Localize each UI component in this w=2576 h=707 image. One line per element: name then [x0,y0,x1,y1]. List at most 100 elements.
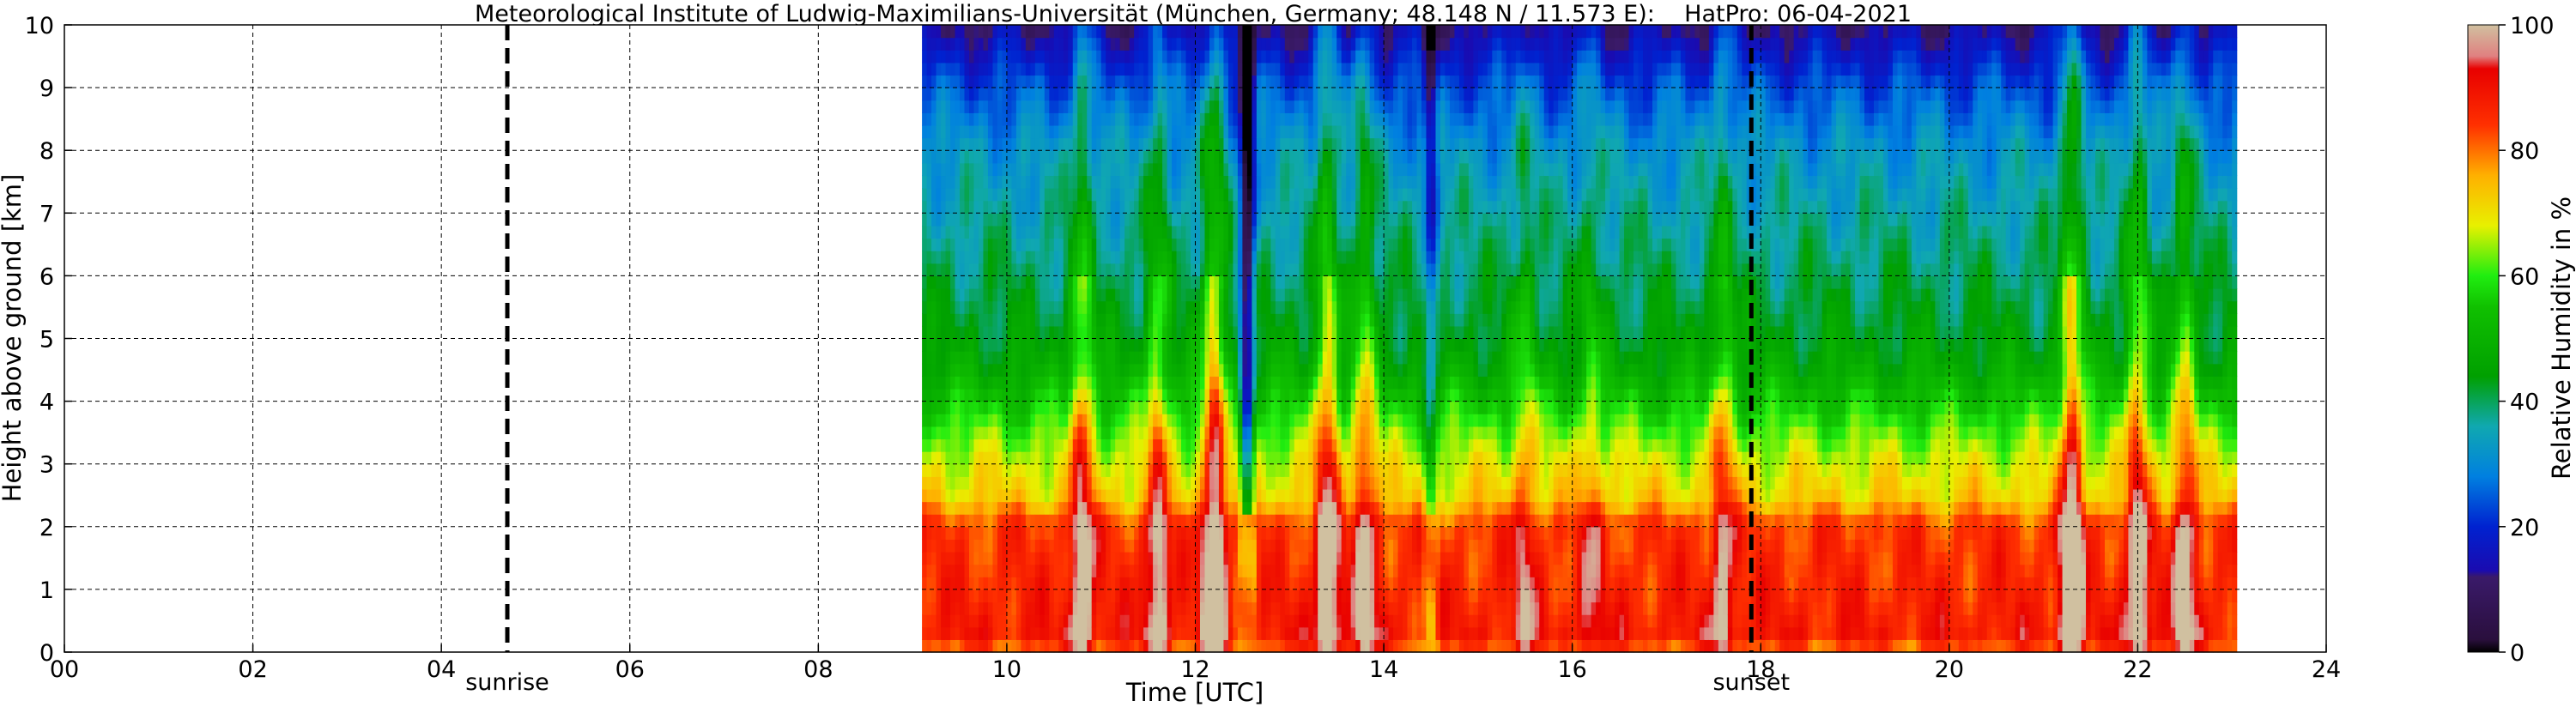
heatmap-cell [945,137,951,151]
heatmap-cell [964,188,970,202]
heatmap-cell [1242,62,1248,76]
heatmap-cell [1191,476,1197,490]
heatmap-cell [1011,451,1017,465]
heatmap-cell [983,614,989,628]
heatmap-cell [960,288,966,302]
heatmap-cell [1256,88,1262,101]
heatmap-cell [1223,614,1229,628]
heatmap-cell [1148,225,1154,239]
heatmap-cell [1119,401,1125,414]
heatmap-cell [1365,376,1371,390]
heatmap-cell [1077,188,1083,202]
heatmap-cell [926,275,932,289]
heatmap-cell [936,124,942,139]
heatmap-cell [1030,338,1036,352]
heatmap-cell [1049,37,1055,51]
heatmap-cell [1157,514,1163,528]
heatmap-cell [1294,325,1300,340]
heatmap-cell [1021,225,1027,239]
heatmap-cell [1388,426,1394,440]
heatmap-cell [1044,238,1050,251]
heatmap-cell [1379,552,1385,565]
heatmap-cell [1096,263,1102,276]
heatmap-cell [964,325,970,340]
heatmap-cell [1312,88,1318,101]
heatmap-cell [1162,626,1168,640]
heatmap-cell [1176,213,1182,227]
heatmap-cell [1360,426,1366,440]
heatmap-cell [1077,577,1083,590]
heatmap-cell [973,401,979,414]
heatmap-cell [1087,325,1093,340]
heatmap-cell [1110,564,1116,577]
heatmap-cell [926,162,932,177]
heatmap-cell [1265,601,1271,615]
heatmap-cell [1134,225,1140,239]
heatmap-cell [1134,50,1140,63]
heatmap-cell [1209,238,1215,251]
heatmap-cell [1172,351,1178,365]
heatmap-cell [987,263,994,276]
heatmap-cell [1246,589,1252,603]
heatmap-cell [1191,514,1197,528]
heatmap-cell [1223,577,1229,590]
heatmap-cell [1167,200,1173,214]
heatmap-cell [1256,137,1262,151]
heatmap-cell [1053,414,1059,427]
heatmap-cell [1294,539,1300,553]
heatmap-cell [1360,463,1366,477]
heatmap-cell [1237,463,1243,477]
heatmap-cell [1034,626,1040,640]
heatmap-cell [987,388,994,402]
heatmap-cell [1015,401,1021,414]
heatmap-cell [1115,124,1121,139]
heatmap-cell [1308,564,1314,577]
heatmap-cell [1015,426,1021,440]
heatmap-cell [1172,200,1178,214]
heatmap-cell [1265,564,1271,577]
heatmap-cell [1157,614,1163,628]
heatmap-cell [1167,414,1173,427]
heatmap-cell [1331,251,1337,264]
heatmap-cell [1134,313,1140,327]
heatmap-cell [1167,325,1173,340]
heatmap-cell [1044,175,1050,189]
heatmap-cell [987,300,994,314]
heatmap-cell [1191,552,1197,565]
heatmap-cell [1223,438,1229,452]
heatmap-cell [1204,325,1210,340]
heatmap-cell [1176,62,1182,76]
heatmap-cell [955,451,961,465]
heatmap-cell [1167,626,1173,640]
heatmap-cell [1015,137,1021,151]
heatmap-cell [1374,488,1380,503]
heatmap-cell [969,426,975,440]
heatmap-cell [960,438,966,452]
heatmap-cell [1204,351,1210,365]
heatmap-cell [1167,338,1173,352]
heatmap-cell [1233,88,1239,101]
heatmap-cell [1365,488,1371,503]
heatmap-cell [955,200,961,214]
heatmap-cell [1063,614,1069,628]
heatmap-cell [1318,263,1324,276]
heatmap-cell [1209,162,1215,177]
heatmap-cell [1350,37,1356,51]
heatmap-cell [1138,539,1144,553]
heatmap-cell [1191,137,1197,151]
heatmap-cell [1242,614,1248,628]
heatmap-cell [1246,175,1252,189]
heatmap-cell [1289,376,1295,390]
heatmap-cell [1176,275,1182,289]
heatmap-cell [1227,626,1234,640]
heatmap-cell [1218,601,1225,615]
heatmap-cell [1091,338,1097,352]
heatmap-cell [1289,589,1295,603]
heatmap-cell [1119,124,1125,139]
heatmap-cell [1336,414,1343,427]
heatmap-cell [983,476,989,490]
heatmap-cell [941,37,947,51]
heatmap-cell [1002,476,1008,490]
heatmap-cell [1312,388,1318,402]
heatmap-cell [1077,175,1083,189]
